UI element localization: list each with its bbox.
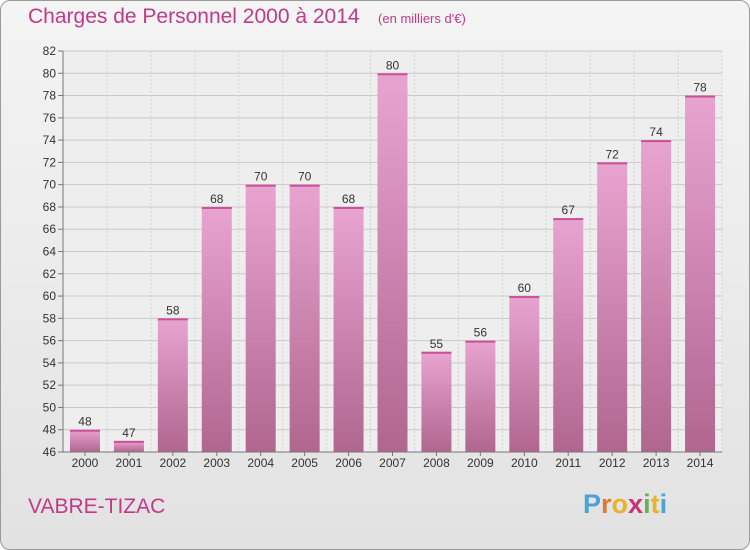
y-tick-label: 66 (43, 222, 57, 236)
data-label: 56 (474, 326, 488, 340)
y-tick-label: 46 (43, 445, 57, 459)
bar-top-edge (157, 318, 188, 321)
data-label: 68 (342, 192, 356, 206)
logo-letter: r (601, 489, 612, 519)
bar-top-edge (421, 351, 452, 354)
y-tick-label: 68 (43, 200, 57, 214)
x-tick-label: 2001 (116, 456, 143, 470)
unit-note: (en milliers d'€) (378, 11, 466, 26)
bar-top-edge (685, 95, 716, 98)
data-label: 48 (78, 415, 92, 429)
data-label: 70 (298, 170, 312, 184)
bar-2010 (509, 296, 540, 452)
bar-2013 (641, 140, 672, 452)
bar-top-edge (377, 73, 408, 76)
y-tick-label: 72 (43, 155, 57, 169)
bar-top-edge (201, 206, 232, 209)
x-tick-label: 2005 (291, 456, 318, 470)
data-label: 74 (649, 125, 663, 139)
bars: 48 47 58 68 70 70 68 80 55 56 60 67 72 74 78 (69, 58, 716, 453)
y-tick-label: 64 (43, 245, 57, 259)
data-label: 78 (693, 81, 707, 95)
y-tick-label: 82 (43, 44, 57, 58)
y-tick-label: 50 (43, 400, 57, 414)
data-label: 55 (430, 337, 444, 351)
x-tick-label: 2008 (423, 456, 450, 470)
y-tick-label: 52 (43, 378, 57, 392)
proxiti-logo: Proxiti (583, 489, 667, 520)
bar-2005 (289, 184, 320, 452)
logo-letter: i (659, 489, 668, 519)
x-tick-label: 2013 (643, 456, 670, 470)
data-label: 67 (562, 203, 576, 217)
bar-top-edge (113, 440, 144, 443)
y-tick-label: 48 (43, 423, 57, 437)
x-tick-label: 2009 (467, 456, 494, 470)
data-label: 72 (605, 147, 619, 161)
data-label: 80 (386, 58, 400, 72)
bar-top-edge (465, 340, 496, 343)
y-tick-label: 60 (43, 289, 57, 303)
bar-top-edge (333, 206, 364, 209)
x-tick-label: 2007 (379, 456, 406, 470)
y-tick-label: 70 (43, 178, 57, 192)
y-tick-label: 58 (43, 311, 57, 325)
data-label: 68 (210, 192, 224, 206)
y-tick-label: 74 (43, 133, 57, 147)
x-tick-label: 2002 (159, 456, 186, 470)
bar-2008 (421, 351, 452, 452)
bar-2002 (157, 318, 188, 452)
bar-2003 (201, 206, 232, 452)
y-tick-label: 76 (43, 111, 57, 125)
x-tick-label: 2006 (335, 456, 362, 470)
logo-letter: x (628, 489, 644, 519)
bar-top-edge (597, 162, 628, 165)
logo-letter: P (583, 489, 602, 519)
bar-2004 (245, 184, 276, 452)
data-label: 47 (122, 426, 136, 440)
bar-top-edge (245, 184, 276, 187)
bar-2011 (553, 218, 584, 452)
x-tick-label: 2004 (247, 456, 274, 470)
y-tick-label: 54 (43, 356, 57, 370)
logo-letter: o (611, 489, 629, 519)
chart-title: Charges de Personnel 2000 à 2014 (28, 5, 360, 28)
bar-top-edge (509, 296, 540, 299)
logo-letter: i (643, 489, 651, 519)
bar-2012 (597, 162, 628, 452)
bar-top-edge (553, 218, 584, 221)
data-label: 58 (166, 303, 180, 317)
bar-2009 (465, 340, 496, 452)
data-label: 60 (518, 281, 532, 295)
bar-2014 (685, 95, 716, 453)
y-tick-label: 80 (43, 66, 57, 80)
title-row: Charges de Personnel 2000 à 2014 (en mil… (28, 5, 466, 29)
y-tick-label: 56 (43, 334, 57, 348)
axes: 46 48 50 52 54 56 58 60 62 64 66 68 70 72 74 76 78 80 82 20… (43, 44, 722, 470)
commune-name: VABRE-TIZAC (28, 495, 166, 518)
bar-2007 (377, 73, 408, 453)
data-label: 70 (254, 170, 268, 184)
x-tick-label: 2003 (203, 456, 230, 470)
bar-top-edge (69, 429, 100, 432)
x-tick-label: 2014 (687, 456, 714, 470)
x-tick-label: 2000 (72, 456, 99, 470)
bar-2000 (69, 429, 100, 452)
x-tick-label: 2010 (511, 456, 538, 470)
bar-top-edge (289, 184, 320, 187)
x-tick-label: 2011 (555, 456, 581, 470)
x-tick-label: 2012 (599, 456, 626, 470)
bar-2006 (333, 206, 364, 452)
bar-2001 (113, 440, 144, 452)
bar-top-edge (641, 140, 672, 143)
logo-letter: t (650, 489, 660, 519)
y-tick-label: 78 (43, 89, 57, 103)
y-tick-label: 62 (43, 267, 57, 281)
